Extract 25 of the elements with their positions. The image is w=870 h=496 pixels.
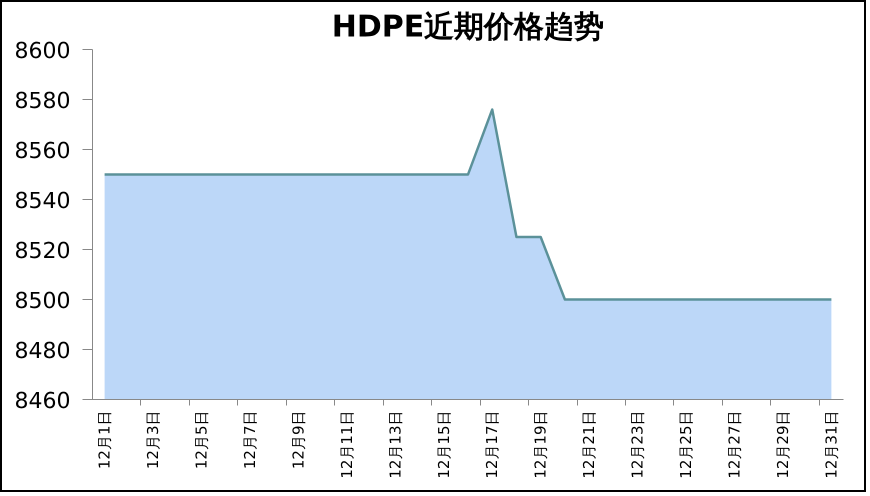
x-tick-label: 12月17日	[483, 410, 502, 479]
y-tick-label: 8560	[14, 139, 71, 164]
y-tick-label: 8540	[14, 189, 71, 214]
x-tick-label: 12月19日	[532, 410, 550, 479]
x-tick-label: 12月27日	[725, 410, 744, 479]
x-tick-label: 12月15日	[434, 410, 453, 479]
y-tick-label: 8480	[14, 339, 71, 364]
y-tick-label: 8460	[14, 389, 71, 414]
y-tick-label: 8580	[14, 89, 71, 114]
y-tick-label: 8600	[14, 39, 71, 64]
x-tick-label: 12月31日	[822, 410, 840, 479]
x-tick-label: 12月13日	[386, 410, 404, 479]
x-tick-label: 12月3日	[144, 410, 162, 470]
x-tick-label: 12月21日	[580, 410, 598, 479]
y-tick-label: 8520	[14, 239, 71, 264]
x-tick-label: 12月11日	[338, 410, 356, 479]
x-tick-label: 12月9日	[289, 410, 308, 470]
x-tick-label: 12月1日	[96, 410, 114, 470]
x-tick-label: 12月7日	[240, 410, 259, 470]
chart-title: HDPE近期价格趋势	[332, 10, 604, 44]
x-tick-label: 12月29日	[774, 410, 792, 479]
x-tick-label: 12月25日	[677, 410, 696, 479]
y-tick-label: 8500	[14, 289, 71, 314]
x-tick-label: 12月5日	[192, 410, 211, 470]
x-tick-label: 12月23日	[628, 410, 647, 479]
